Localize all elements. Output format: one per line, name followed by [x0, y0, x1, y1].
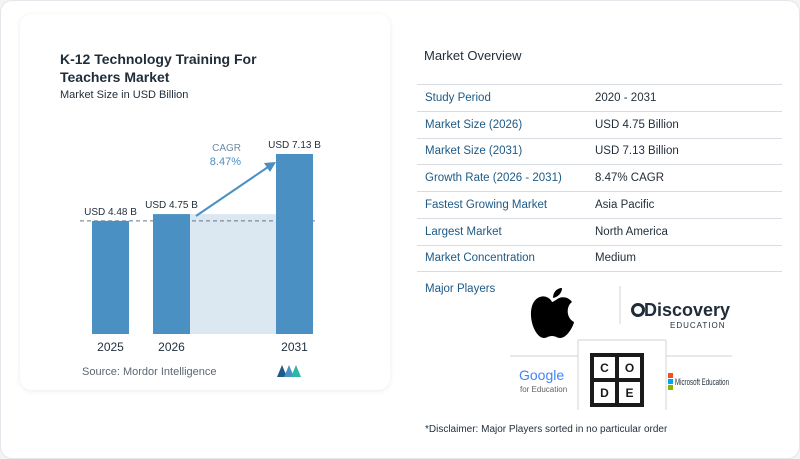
overview-table: Study Period 2020 - 2031 Market Size (202…	[417, 84, 782, 272]
overview-value: 2020 - 2031	[595, 91, 657, 104]
code-letter: C	[600, 361, 609, 375]
bar	[153, 214, 190, 334]
major-players-title: Major Players	[425, 283, 496, 295]
google-text: Google	[519, 367, 564, 383]
overview-row: Market Concentration Medium	[417, 244, 782, 272]
overview-label: Growth Rate (2026 - 2031)	[425, 172, 562, 185]
cagr-arrowhead	[264, 162, 276, 172]
overview-value: USD 7.13 Billion	[595, 145, 679, 158]
overview-label: Market Size (2031)	[425, 145, 523, 158]
cagr-label: CAGR	[212, 143, 241, 154]
overview-value: Asia Pacific	[595, 199, 655, 212]
source-note: Source: Mordor Intelligence	[82, 366, 217, 378]
code-letter: O	[625, 361, 634, 375]
chart-title: K-12 Technology Training For Teachers Ma…	[60, 51, 257, 85]
overview-row: Market Size (2031) USD 7.13 Billion	[417, 137, 782, 165]
microsoft-logo-icon: Microsoft Education	[668, 373, 729, 390]
overview-label: Fastest Growing Market	[425, 199, 548, 212]
overview-label: Market Size (2026)	[425, 118, 523, 131]
growth-band	[190, 214, 276, 334]
discovery-sub-text: EDUCATION	[670, 321, 726, 330]
google-sub-text: for Education	[520, 385, 567, 394]
overview-row: Growth Rate (2026 - 2031) 8.47% CAGR	[417, 164, 782, 191]
bar-value-label: USD 7.13 B	[268, 140, 321, 151]
overview-title: Market Overview	[424, 48, 522, 63]
overview-label: Largest Market	[425, 225, 502, 238]
code-letter: E	[625, 386, 633, 400]
apple-logo-icon	[530, 288, 574, 338]
mordor-logo-icon	[277, 365, 301, 377]
discovery-text: Discovery	[644, 300, 730, 320]
overview-value: Medium	[595, 252, 636, 265]
bar	[92, 220, 129, 334]
bar-value-label: USD 4.75 B	[145, 200, 198, 211]
x-tick-label: 2026	[158, 340, 185, 354]
overview-value: USD 4.75 Billion	[595, 118, 679, 131]
x-tick-label: 2031	[281, 340, 308, 354]
chart-subtitle: Market Size in USD Billion	[60, 89, 189, 101]
overview-row: Market Size (2026) USD 4.75 Billion	[417, 110, 782, 138]
disclaimer: *Disclaimer: Major Players sorted in no …	[425, 424, 668, 435]
cagr-value: 8.47%	[210, 156, 241, 168]
overview-row: Largest Market North America	[417, 217, 782, 245]
overview-value: 8.47% CAGR	[595, 172, 665, 185]
x-tick-label: 2025	[97, 340, 124, 354]
overview-row: Study Period 2020 - 2031	[417, 84, 782, 111]
microsoft-text: Microsoft Education	[675, 377, 729, 387]
overview-label: Study Period	[425, 91, 491, 104]
google-logo-icon: Google for Education	[519, 367, 567, 394]
bar	[276, 154, 313, 334]
bar-chart: USD 4.48 B 2025 USD 4.75 B 2026 USD 7.13 B 20…	[80, 140, 321, 354]
bar-value-label: USD 4.48 B	[84, 207, 137, 218]
major-players-grid: Discovery EDUCATION Google for Education…	[510, 286, 732, 410]
overview-value: North America	[595, 225, 668, 238]
overview-row: Fastest Growing Market Asia Pacific	[417, 191, 782, 218]
code-letter: D	[600, 386, 609, 400]
discovery-logo-icon: Discovery EDUCATION	[631, 300, 730, 330]
code-logo-icon: C O D E	[590, 353, 644, 407]
overview-label: Market Concentration	[425, 252, 535, 265]
cagr-arrow	[195, 164, 272, 217]
